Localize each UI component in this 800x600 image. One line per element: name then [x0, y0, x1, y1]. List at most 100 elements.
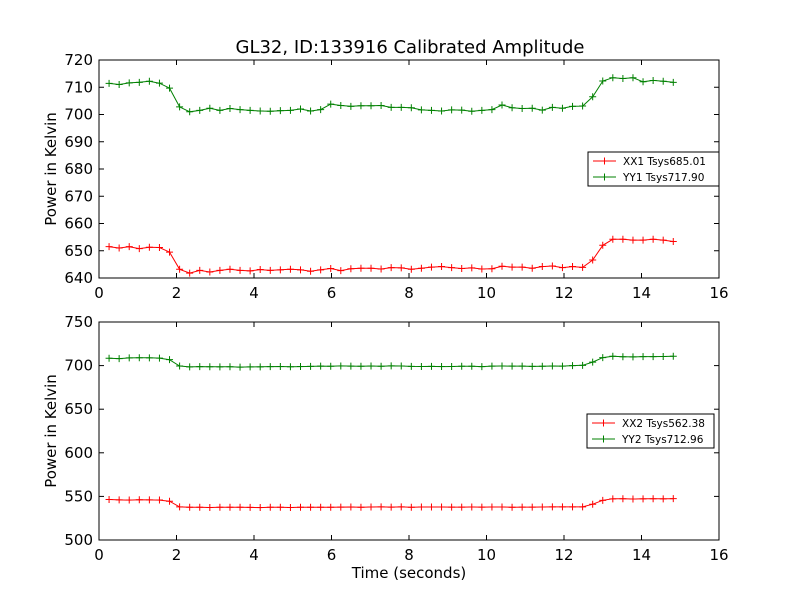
bottom-series-0-point: [367, 503, 375, 511]
top-series-0-point: [407, 265, 415, 273]
top-series-1-point: [438, 107, 446, 115]
top-series-0-point: [569, 263, 577, 271]
bottom-series-0-point: [417, 503, 425, 511]
top-legend-box: [587, 151, 720, 187]
top-x-tick-label: 6: [327, 284, 337, 302]
bottom-series-1-point: [669, 352, 677, 360]
bottom-series-1-point: [589, 358, 597, 366]
top-series-0-point: [518, 263, 526, 271]
top-series-1-point: [498, 101, 506, 109]
bottom-series-0-point: [226, 503, 234, 511]
top-series-0-point: [186, 269, 194, 277]
bottom-series-0-point: [448, 503, 456, 511]
bottom-series-0-point: [397, 503, 405, 511]
top-y-tick-label: 720: [64, 51, 93, 69]
bottom-series-0-point: [176, 503, 184, 511]
top-series-1-point: [357, 102, 365, 110]
top-y-tick-label: 660: [64, 215, 93, 233]
bottom-series-0-point: [347, 503, 355, 511]
top-series-0-point: [135, 245, 143, 253]
top-series-1-point: [458, 106, 466, 114]
bottom-x-tick-label: 12: [554, 546, 573, 564]
top-series-1-point: [206, 104, 214, 112]
bottom-legend-swatch-marker: [600, 419, 607, 427]
top-x-tick-label: 14: [632, 284, 651, 302]
bottom-x-tick-label: 14: [632, 546, 651, 564]
bottom-series-0-point: [377, 503, 385, 511]
top-series-0-point: [206, 268, 214, 276]
top-series-0-point: [659, 236, 667, 244]
top-y-tick-label: 670: [64, 187, 93, 205]
bottom-x-tick-label: 2: [172, 546, 182, 564]
bottom-series-0-point: [266, 503, 274, 511]
bottom-legend-label: YY2 Tsys712.96: [621, 434, 704, 446]
bottom-series-1-point: [458, 362, 466, 370]
bottom-y-tick-label: 500: [64, 531, 93, 549]
top-series-1-point: [367, 102, 375, 110]
top-series-1-point: [407, 104, 415, 112]
top-series-0-point: [347, 265, 355, 273]
bottom-series-0-point: [236, 503, 244, 511]
top-series-1-point: [125, 79, 133, 87]
bottom-series-0-point: [246, 503, 254, 511]
top-series-0-point: [145, 243, 153, 251]
bottom-x-tick-label: 10: [477, 546, 496, 564]
bottom-series-0-point: [155, 496, 163, 504]
bottom-series-0-point: [619, 495, 627, 503]
top-series-0-point: [579, 263, 587, 271]
top-series-0-point: [286, 265, 294, 273]
bottom-series-0-point: [256, 504, 264, 512]
bottom-series-1-point: [659, 353, 667, 361]
top-series-1-point: [226, 105, 234, 113]
bottom-series-0-point: [407, 503, 415, 511]
top-series-1-point: [155, 79, 163, 87]
top-series-1-point: [669, 78, 677, 86]
top-series-0-point: [125, 243, 133, 251]
bottom-series-0-point: [186, 503, 194, 511]
top-series-0-point: [155, 243, 163, 251]
top-series-1-point: [417, 106, 425, 114]
top-series-1-point: [286, 106, 294, 114]
top-series-0-point: [357, 264, 365, 272]
bottom-series-0-point: [669, 495, 677, 503]
bottom-series-1-point: [166, 356, 174, 364]
bottom-series-1-point: [488, 362, 496, 370]
top-series-1-point: [659, 77, 667, 85]
bottom-series-1-point: [317, 362, 325, 370]
top-series-0-point: [438, 263, 446, 271]
bottom-series-1-point: [236, 363, 244, 371]
top-x-tick-label: 12: [554, 284, 573, 302]
top-series-1-point: [538, 106, 546, 114]
top-series-1-point: [427, 106, 435, 114]
bottom-y-tick-label: 700: [64, 357, 93, 375]
top-series-0-point: [297, 266, 304, 274]
top-series-0-point: [669, 237, 677, 245]
bottom-series-1-point: [176, 362, 184, 370]
top-y-tick-label: 700: [64, 106, 93, 124]
bottom-series-0-point: [206, 503, 214, 511]
top-series-1-point: [468, 107, 476, 115]
bottom-series-1-point: [337, 362, 345, 370]
bottom-series-0-point: [307, 503, 315, 511]
bottom-series-0-point: [579, 503, 587, 511]
bottom-series-1-point: [216, 363, 224, 371]
top-legend-swatch-marker: [601, 157, 608, 165]
bottom-series-0-point: [649, 495, 657, 503]
bottom-x-tick-label: 4: [249, 546, 259, 564]
top-series-1-point: [337, 102, 345, 110]
bottom-series-1-point: [327, 362, 335, 370]
top-x-tick-label: 16: [709, 284, 728, 302]
top-series-0-point: [609, 235, 617, 243]
bottom-series-1-point: [347, 362, 355, 370]
bottom-x-tick-label: 6: [327, 546, 337, 564]
bottom-series-1-point: [135, 354, 143, 362]
top-series-1-point: [488, 106, 496, 114]
top-series-0-point: [256, 266, 264, 274]
top-series-0-point: [468, 264, 476, 272]
top-series-0-point: [216, 266, 224, 274]
top-series-1-point: [307, 107, 315, 115]
top-series-1-point: [145, 77, 153, 85]
top-series-0-point: [266, 266, 274, 274]
top-series-1-point: [478, 106, 486, 114]
